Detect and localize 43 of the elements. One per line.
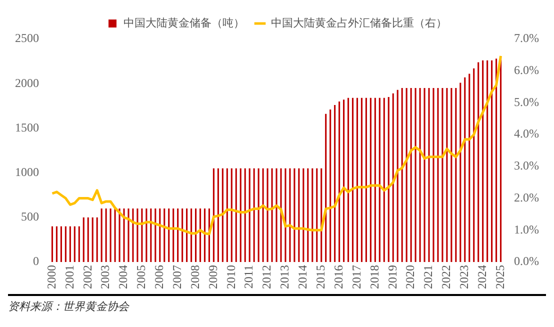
x-tick-label: 2007 [170, 265, 184, 289]
x-tick-label: 2005 [134, 265, 148, 289]
x-tick-label: 2002 [80, 265, 94, 289]
legend-label: 中国大陆黄金储备（吨） [124, 16, 244, 30]
y2-tick-label: 3.0% [514, 158, 540, 173]
y-tick-label: 2000 [15, 76, 39, 90]
y-tick-label: 0 [33, 254, 39, 268]
y2-tick-label: 0.0% [514, 254, 540, 268]
x-tick-label: 2014 [296, 265, 310, 289]
x-tick-label: 2022 [439, 265, 454, 289]
x-tick-label: 2016 [331, 265, 346, 289]
x-tick-label: 2000 [44, 265, 58, 289]
x-tick-label: 2024 [474, 265, 489, 289]
y-tick-label: 2500 [15, 31, 39, 46]
x-tick-label: 2013 [278, 265, 292, 289]
text: 资料来源：世界黄金协会 [8, 299, 130, 314]
x-tick-label: 2021 [421, 265, 436, 289]
x-tick-label: 2009 [206, 265, 220, 289]
y-tick-label: 1000 [15, 164, 39, 179]
x-tick-label: 2011 [242, 265, 256, 289]
x-tick-label: 2012 [260, 265, 274, 289]
x-tick-label: 2001 [62, 265, 76, 289]
y2-tick-label: 5.0% [514, 94, 540, 109]
x-tick-label: 2023 [457, 265, 472, 289]
y2-tick-label: 7.0% [514, 31, 540, 46]
y2-tick-label: 1.0% [514, 222, 540, 236]
y2-tick-label: 2.0% [514, 190, 540, 204]
y-tick-label: 500 [21, 210, 39, 224]
x-tick-label: 2008 [188, 265, 202, 289]
x-tick-label: 2010 [224, 265, 238, 289]
x-tick-label: 2025 [492, 265, 507, 289]
x-tick-label: 2019 [385, 265, 400, 289]
x-tick-label: 2003 [98, 265, 112, 289]
x-tick-label: 2006 [152, 265, 166, 289]
y2-tick-label: 4.0% [514, 126, 540, 141]
x-tick-label: 2004 [116, 265, 130, 289]
y2-tick-label: 6.0% [514, 63, 540, 78]
x-tick-label: 2015 [314, 265, 328, 289]
legend-label: 中国大陆黄金占外汇储备比重（右） [271, 16, 447, 30]
x-tick-label: 2018 [367, 265, 382, 289]
x-tick-label: 2017 [349, 265, 364, 289]
y-tick-label: 1500 [15, 120, 39, 134]
x-tick-label: 2020 [403, 265, 418, 289]
